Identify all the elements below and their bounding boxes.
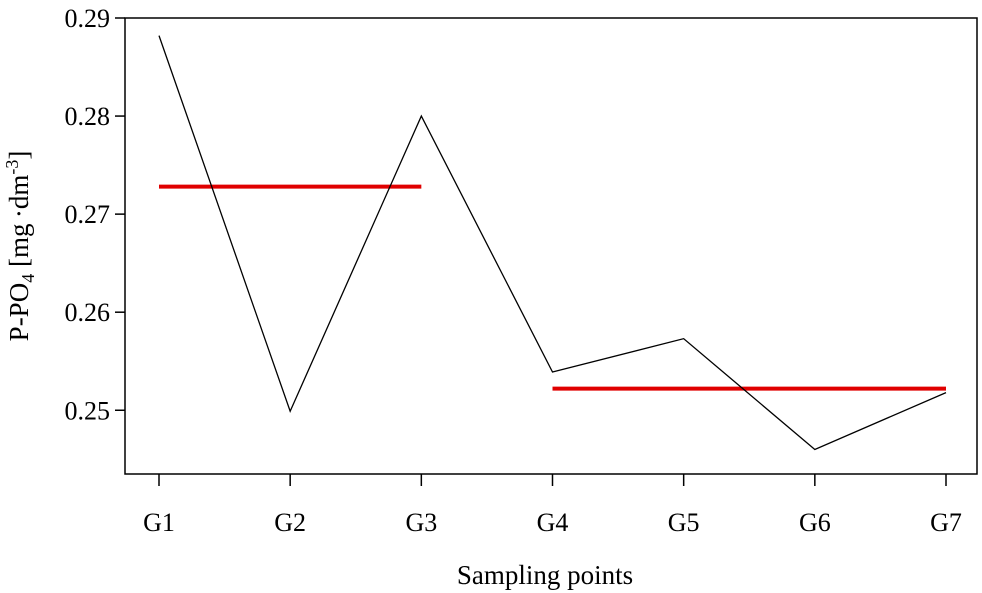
x-tick-label: G7 (930, 508, 962, 537)
x-tick-label: G3 (405, 508, 437, 537)
x-tick-label: G1 (143, 508, 175, 537)
plot-frame (124, 17, 978, 475)
y-tick-label: 0.27 (65, 200, 111, 229)
x-tick-label: G5 (668, 508, 700, 537)
y-tick-label: 0.29 (65, 4, 111, 33)
y-axis: 0.25 0.26 0.27 0.28 0.29 (65, 4, 125, 425)
y-tick-label: 0.25 (65, 396, 111, 425)
y-axis-title-close: ] (4, 151, 34, 160)
x-tick-label: G4 (537, 508, 569, 537)
series-line (158, 35, 947, 451)
series-layer (158, 35, 947, 451)
y-axis-title-subscript: 4 (18, 274, 38, 283)
y-tick-label: 0.26 (65, 298, 111, 327)
x-tick-label: G6 (799, 508, 831, 537)
y-axis-title: P-PO4 [mg ·dm-3] (2, 151, 38, 342)
x-tick-label: G2 (274, 508, 306, 537)
reference-lines (159, 184, 946, 391)
y-axis-title-superscript: -3 (2, 160, 22, 175)
y-tick-label: 0.28 (65, 102, 111, 131)
y-axis-title-main: P-PO (4, 283, 34, 342)
x-axis: G1 G2 G3 G4 G5 G6 G7 (143, 474, 962, 537)
x-axis-title: Sampling points (457, 560, 633, 590)
y-axis-title-unit: [mg ·dm (4, 175, 34, 274)
